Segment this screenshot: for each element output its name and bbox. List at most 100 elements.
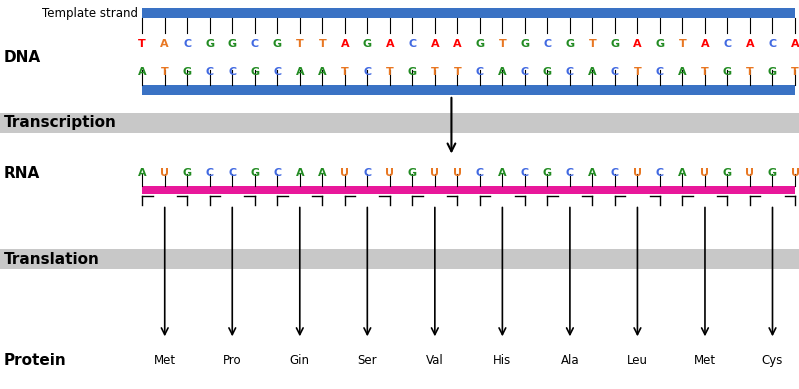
Text: Cys: Cys bbox=[761, 354, 783, 368]
Text: T: T bbox=[341, 67, 348, 77]
Text: T: T bbox=[678, 39, 686, 49]
Text: Protein: Protein bbox=[4, 354, 67, 368]
Text: C: C bbox=[521, 168, 529, 178]
Text: C: C bbox=[476, 168, 484, 178]
Text: U: U bbox=[745, 168, 754, 178]
Text: C: C bbox=[521, 67, 529, 77]
Text: C: C bbox=[408, 39, 416, 49]
Text: C: C bbox=[769, 39, 777, 49]
Text: C: C bbox=[611, 67, 619, 77]
Text: A: A bbox=[138, 168, 146, 178]
Text: C: C bbox=[183, 39, 191, 49]
Text: T: T bbox=[634, 67, 642, 77]
Text: G: G bbox=[610, 39, 619, 49]
Text: A: A bbox=[138, 67, 146, 77]
Text: C: C bbox=[566, 168, 574, 178]
Text: Translation: Translation bbox=[4, 252, 100, 266]
Text: C: C bbox=[273, 67, 281, 77]
Text: G: G bbox=[543, 168, 552, 178]
Text: T: T bbox=[386, 67, 394, 77]
Text: U: U bbox=[340, 168, 349, 178]
Bar bbox=[0, 249, 799, 269]
Text: A: A bbox=[318, 67, 327, 77]
Text: C: C bbox=[611, 168, 619, 178]
Text: C: C bbox=[229, 168, 237, 178]
Text: C: C bbox=[364, 168, 372, 178]
Text: T: T bbox=[499, 39, 507, 49]
Text: C: C bbox=[476, 67, 484, 77]
Text: A: A bbox=[340, 39, 349, 49]
Text: T: T bbox=[701, 67, 709, 77]
Text: T: T bbox=[431, 67, 439, 77]
Text: C: C bbox=[205, 168, 214, 178]
Text: C: C bbox=[205, 67, 214, 77]
Text: A: A bbox=[745, 39, 754, 49]
Text: Gin: Gin bbox=[290, 354, 310, 368]
Text: G: G bbox=[723, 168, 732, 178]
Text: C: C bbox=[364, 67, 372, 77]
Text: His: His bbox=[493, 354, 511, 368]
Text: A: A bbox=[296, 67, 304, 77]
Text: G: G bbox=[363, 39, 372, 49]
Text: U: U bbox=[453, 168, 462, 178]
Text: Met: Met bbox=[153, 354, 176, 368]
Text: G: G bbox=[228, 39, 237, 49]
Text: G: G bbox=[205, 39, 214, 49]
Text: C: C bbox=[566, 67, 574, 77]
Text: A: A bbox=[318, 168, 327, 178]
Text: G: G bbox=[475, 39, 484, 49]
Text: U: U bbox=[431, 168, 439, 178]
Text: A: A bbox=[385, 39, 394, 49]
Text: A: A bbox=[678, 168, 687, 178]
Text: Ala: Ala bbox=[561, 354, 579, 368]
Text: A: A bbox=[296, 168, 304, 178]
Text: G: G bbox=[183, 168, 192, 178]
Text: U: U bbox=[633, 168, 642, 178]
Text: A: A bbox=[678, 67, 687, 77]
Text: G: G bbox=[723, 67, 732, 77]
Text: G: G bbox=[407, 67, 417, 77]
Text: A: A bbox=[588, 67, 597, 77]
Text: C: C bbox=[723, 39, 732, 49]
Text: A: A bbox=[498, 168, 507, 178]
Text: C: C bbox=[273, 168, 281, 178]
Text: Met: Met bbox=[694, 354, 716, 368]
Text: T: T bbox=[161, 67, 169, 77]
Text: U: U bbox=[161, 168, 169, 178]
Text: C: C bbox=[229, 67, 237, 77]
Text: G: G bbox=[183, 67, 192, 77]
Text: RNA: RNA bbox=[4, 166, 40, 180]
Text: C: C bbox=[656, 67, 664, 77]
Text: G: G bbox=[566, 39, 574, 49]
Text: G: G bbox=[272, 39, 282, 49]
Text: A: A bbox=[431, 39, 439, 49]
Text: T: T bbox=[791, 67, 799, 77]
Text: Ser: Ser bbox=[357, 354, 377, 368]
Text: G: G bbox=[768, 168, 777, 178]
Text: U: U bbox=[790, 168, 799, 178]
Bar bbox=[142, 8, 795, 18]
Text: Pro: Pro bbox=[223, 354, 241, 368]
Text: U: U bbox=[385, 168, 395, 178]
Text: G: G bbox=[250, 168, 260, 178]
Text: C: C bbox=[251, 39, 259, 49]
Text: C: C bbox=[656, 168, 664, 178]
Text: G: G bbox=[543, 67, 552, 77]
Text: Leu: Leu bbox=[627, 354, 648, 368]
Text: A: A bbox=[791, 39, 799, 49]
Text: T: T bbox=[746, 67, 754, 77]
Text: U: U bbox=[701, 168, 710, 178]
Bar bbox=[0, 113, 799, 133]
Text: G: G bbox=[250, 67, 260, 77]
Text: T: T bbox=[296, 39, 304, 49]
Text: T: T bbox=[454, 67, 461, 77]
Text: G: G bbox=[520, 39, 530, 49]
Text: C: C bbox=[543, 39, 551, 49]
Bar bbox=[142, 186, 795, 194]
Text: A: A bbox=[498, 67, 507, 77]
Text: T: T bbox=[319, 39, 326, 49]
Text: Template strand: Template strand bbox=[42, 7, 138, 19]
Text: G: G bbox=[655, 39, 665, 49]
Text: A: A bbox=[633, 39, 642, 49]
Text: Val: Val bbox=[426, 354, 443, 368]
